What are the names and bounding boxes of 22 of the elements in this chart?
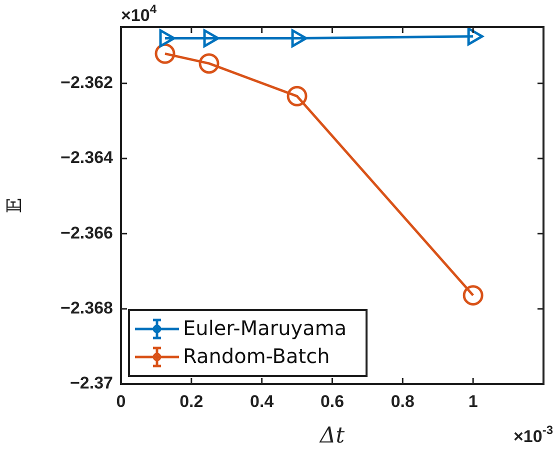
point [286,86,308,106]
y-tick-label: −2.364 [60,148,114,168]
y-tick-label: −2.366 [60,223,113,242]
point [198,53,220,74]
y-tick-label: −2.368 [60,298,113,318]
x-tick-label: 0 [116,392,126,411]
legend-label: Random-Batch [183,344,330,368]
x-tick-label: 0.2 [180,392,204,411]
point [462,285,484,306]
point [203,29,220,48]
x-tick-label: 1 [468,392,478,411]
x-tick-label: 0.6 [320,392,344,411]
point [291,29,308,48]
x-tick-label: 0.8 [390,392,414,411]
y-tick-label: −2.37 [70,374,113,393]
point [159,29,176,48]
point [467,27,484,46]
legend-label: Euler-Maruyama [183,316,347,340]
x-axis-title: Δt [318,424,345,449]
x-tick-label: 0.4 [250,392,274,411]
y-tick-label: −2.362 [60,73,113,92]
y-axis-title: 𝔼 [2,198,26,214]
